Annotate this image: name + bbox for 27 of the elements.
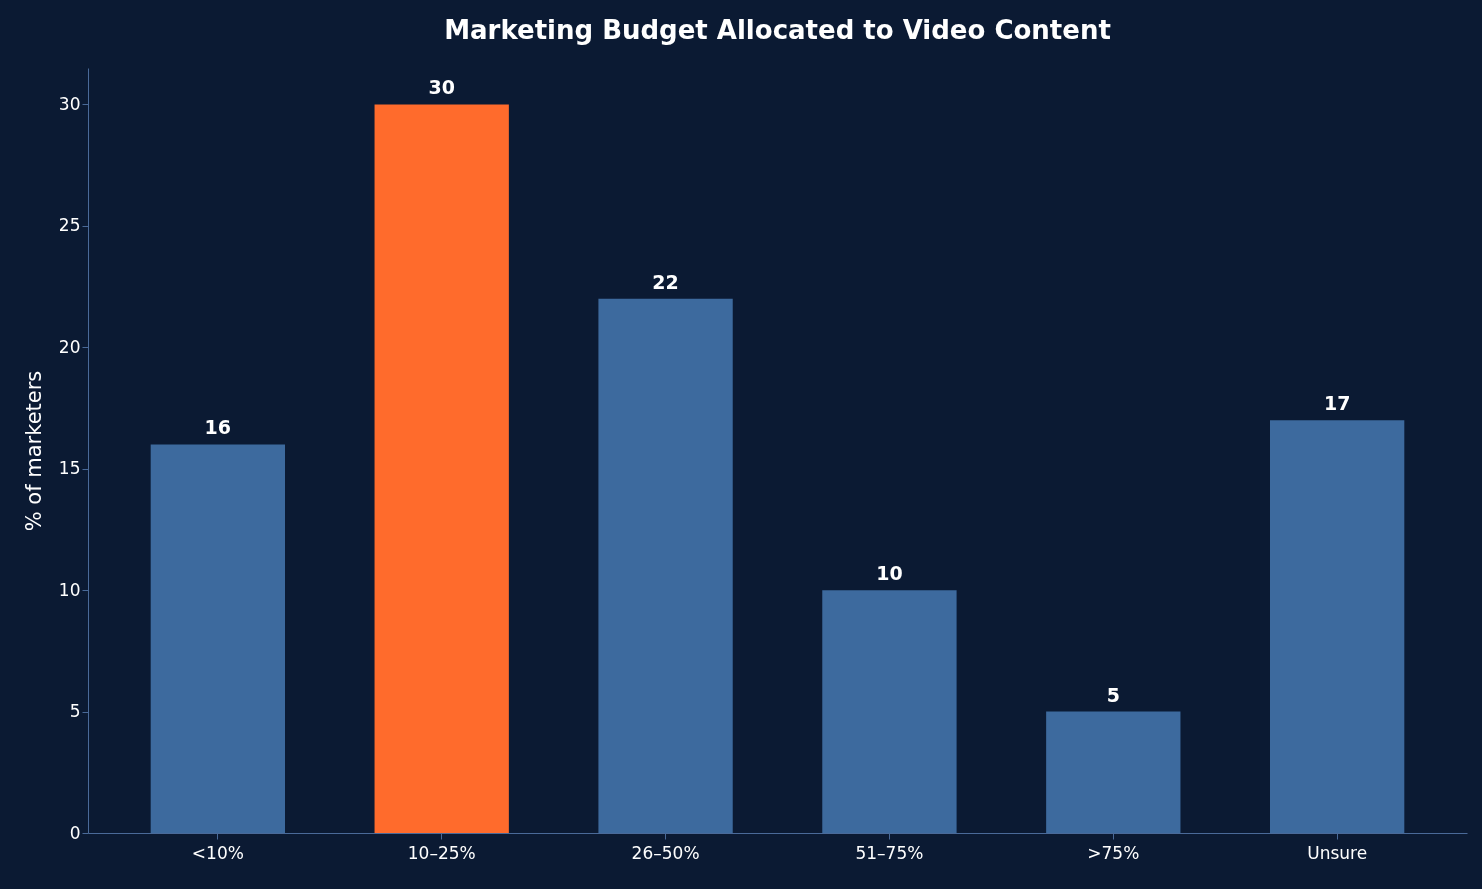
bar [1046, 711, 1181, 833]
data-label: 17 [1323, 392, 1351, 415]
bar [1270, 420, 1405, 833]
data-label: 5 [1106, 683, 1120, 706]
x-tick-label: Unsure [1307, 842, 1368, 863]
y-tick-label: 15 [58, 458, 81, 479]
bar [374, 104, 509, 833]
data-label: 22 [652, 270, 679, 293]
bar [150, 444, 285, 833]
y-tick-label: 30 [58, 93, 81, 114]
x-tick-label: 51–75% [855, 842, 924, 863]
y-tick-label: 0 [69, 822, 81, 843]
data-label: 16 [204, 416, 232, 439]
data-label: 10 [876, 562, 903, 585]
data-label: 30 [428, 76, 455, 99]
bar [822, 590, 957, 833]
bar [598, 298, 733, 833]
x-tick-label: <10% [191, 842, 244, 863]
chart-title: Marketing Budget Allocated to Video Content [444, 15, 1111, 45]
y-axis-title: % of marketers [21, 370, 46, 532]
x-tick-label: 26–50% [631, 842, 700, 863]
y-tick-label: 5 [69, 701, 81, 722]
y-tick-label: 20 [58, 336, 81, 357]
x-tick-label: 10–25% [407, 842, 476, 863]
x-tick-label: >75% [1087, 842, 1140, 863]
y-tick-label: 10 [58, 579, 81, 600]
y-tick-label: 25 [58, 215, 81, 236]
